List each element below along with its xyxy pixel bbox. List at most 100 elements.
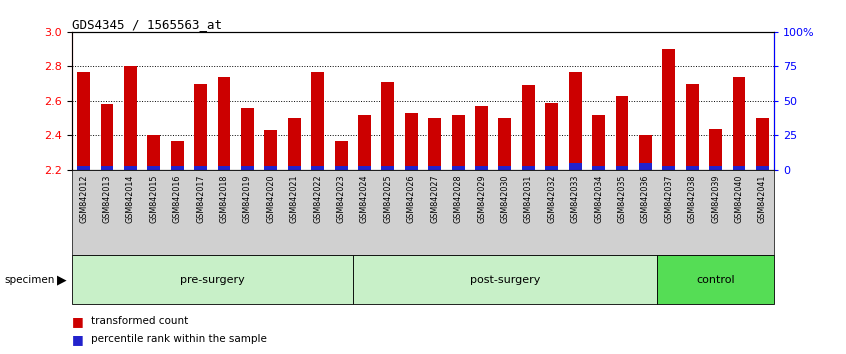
Bar [101, 166, 113, 170]
FancyBboxPatch shape [657, 255, 774, 304]
Bar [522, 85, 535, 170]
Bar [546, 166, 558, 170]
Text: GSM842018: GSM842018 [220, 174, 228, 223]
Text: GSM842022: GSM842022 [313, 174, 322, 223]
Text: GSM842026: GSM842026 [407, 174, 415, 223]
Bar [358, 166, 371, 170]
Bar [546, 103, 558, 170]
Text: specimen: specimen [4, 275, 55, 285]
Bar [311, 72, 324, 170]
Bar [428, 166, 441, 170]
Text: ■: ■ [72, 333, 84, 346]
Bar [475, 166, 488, 170]
Bar [147, 136, 160, 170]
Bar [498, 166, 511, 170]
Bar [756, 166, 769, 170]
Bar [686, 166, 699, 170]
Text: GSM842034: GSM842034 [594, 174, 603, 223]
Text: percentile rank within the sample: percentile rank within the sample [91, 334, 266, 344]
Text: GSM842024: GSM842024 [360, 174, 369, 223]
Text: pre-surgery: pre-surgery [180, 275, 244, 285]
FancyBboxPatch shape [72, 255, 353, 304]
Text: GSM842013: GSM842013 [102, 174, 112, 223]
Bar [124, 166, 137, 170]
Bar [265, 166, 277, 170]
Bar [335, 141, 348, 170]
Text: GSM842016: GSM842016 [173, 174, 182, 223]
Text: GSM842021: GSM842021 [290, 174, 299, 223]
Text: GSM842032: GSM842032 [547, 174, 556, 223]
Text: GSM842037: GSM842037 [664, 174, 673, 223]
Bar [195, 84, 207, 170]
Bar [77, 72, 90, 170]
Text: GSM842019: GSM842019 [243, 174, 252, 223]
Bar [569, 72, 581, 170]
Bar [217, 77, 230, 170]
Text: control: control [696, 275, 735, 285]
Text: GSM842015: GSM842015 [150, 174, 158, 223]
Bar [569, 163, 581, 170]
Text: GSM842014: GSM842014 [126, 174, 135, 223]
Bar [405, 166, 418, 170]
Text: GSM842025: GSM842025 [383, 174, 393, 223]
Bar [639, 163, 651, 170]
Bar [616, 96, 629, 170]
Bar [592, 115, 605, 170]
Text: GSM842035: GSM842035 [618, 174, 626, 223]
Bar [101, 104, 113, 170]
Bar [475, 106, 488, 170]
FancyBboxPatch shape [353, 255, 657, 304]
Bar [195, 166, 207, 170]
Bar [662, 166, 675, 170]
Text: GSM842033: GSM842033 [571, 174, 580, 223]
Bar [616, 166, 629, 170]
Text: GSM842027: GSM842027 [431, 174, 439, 223]
Bar [358, 115, 371, 170]
Text: GSM842020: GSM842020 [266, 174, 275, 223]
Text: post-surgery: post-surgery [470, 275, 540, 285]
Bar [428, 118, 441, 170]
Bar [265, 130, 277, 170]
Text: GDS4345 / 1565563_at: GDS4345 / 1565563_at [72, 18, 222, 31]
Text: GSM842017: GSM842017 [196, 174, 205, 223]
Bar [452, 115, 464, 170]
Bar [709, 166, 722, 170]
Text: GSM842031: GSM842031 [524, 174, 533, 223]
Text: GSM842012: GSM842012 [80, 174, 88, 223]
Text: GSM842036: GSM842036 [641, 174, 650, 223]
Bar [171, 141, 184, 170]
Bar [124, 67, 137, 170]
Text: ■: ■ [72, 315, 84, 328]
Bar [452, 166, 464, 170]
Bar [382, 82, 394, 170]
Bar [592, 166, 605, 170]
Bar [217, 166, 230, 170]
Bar [639, 136, 651, 170]
Text: GSM842023: GSM842023 [337, 174, 345, 223]
Text: GSM842039: GSM842039 [711, 174, 720, 223]
Text: GSM842041: GSM842041 [758, 174, 766, 223]
Bar [405, 113, 418, 170]
Bar [335, 166, 348, 170]
Bar [241, 108, 254, 170]
Bar [756, 118, 769, 170]
Text: GSM842029: GSM842029 [477, 174, 486, 223]
Bar [147, 166, 160, 170]
Text: GSM842028: GSM842028 [453, 174, 463, 223]
Bar [733, 166, 745, 170]
Bar [662, 49, 675, 170]
Bar [171, 166, 184, 170]
Bar [498, 118, 511, 170]
Bar [288, 166, 300, 170]
Bar [288, 118, 300, 170]
Bar [241, 166, 254, 170]
Bar [77, 166, 90, 170]
Text: GSM842040: GSM842040 [734, 174, 744, 223]
Text: GSM842030: GSM842030 [501, 174, 509, 223]
Bar [686, 84, 699, 170]
Bar [709, 129, 722, 170]
Bar [382, 166, 394, 170]
Bar [311, 166, 324, 170]
Bar [522, 166, 535, 170]
Bar [733, 77, 745, 170]
